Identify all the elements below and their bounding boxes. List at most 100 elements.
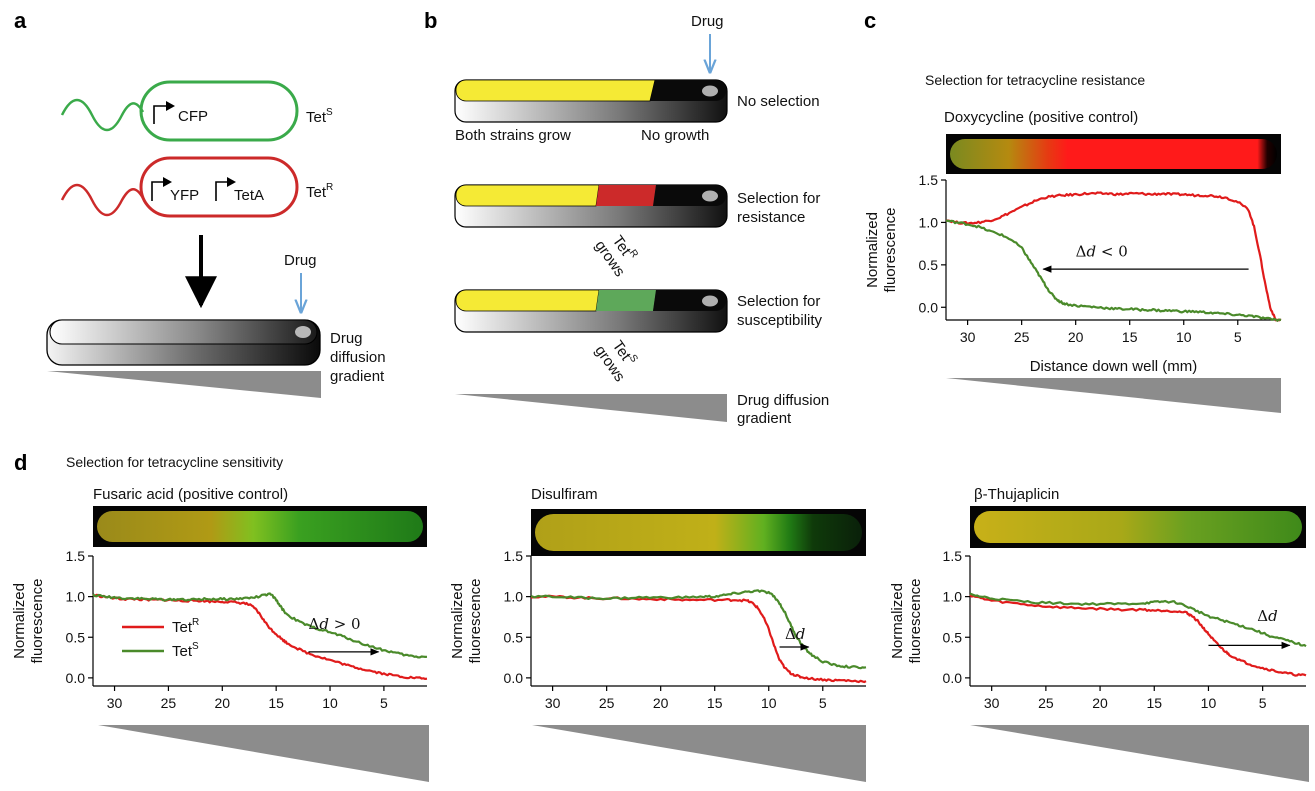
panel-label-b: b xyxy=(424,8,437,33)
series-line-tet-s xyxy=(92,592,428,659)
panel-a: a CFP TetS YFP TetA TetR Drug xyxy=(14,8,386,398)
series-line-tet-r xyxy=(92,593,428,680)
legend-tets-sup: S xyxy=(192,641,199,652)
drug-spot-b2-icon xyxy=(702,190,718,202)
x-tick-label: 30 xyxy=(984,695,1000,711)
x-tick-label: 25 xyxy=(161,695,177,711)
tube-yellow-zone-3 xyxy=(455,289,600,312)
y-axis-title-line1: Normalized xyxy=(449,583,466,659)
tetr-label: TetR xyxy=(306,182,333,201)
tube-selection-susceptibility xyxy=(454,289,728,333)
tets-chromosome-wave xyxy=(60,98,145,132)
teta-promoter-icon xyxy=(215,181,231,201)
x-tick-label: 5 xyxy=(380,695,388,711)
tube-red-zone-2 xyxy=(596,185,656,206)
y-axis-title-line1: Normalized xyxy=(889,583,906,659)
drug-spot-b3-icon xyxy=(702,295,718,307)
drug-label-b: Drug xyxy=(691,13,724,30)
teta-promoter-arrowhead-icon xyxy=(227,177,236,187)
x-tick-label: 25 xyxy=(599,695,615,711)
y-tick-label: 1.5 xyxy=(943,548,963,564)
legend-tets-text: Tet xyxy=(172,643,193,660)
delta-symbol: Δ xyxy=(1076,242,1087,260)
gradient-label-a-3: gradient xyxy=(330,368,385,385)
panel-d: d Selection for tetracycline sensitivity… xyxy=(11,450,1309,782)
delta-d-variable: d xyxy=(1087,242,1097,260)
no-growth-label: No growth xyxy=(641,127,709,144)
chart-d3: β-Thujaplicin0.00.51.01.530252015105Dist… xyxy=(889,486,1309,782)
x-tick-label: 15 xyxy=(268,695,284,711)
y-axis-title: Normalizedfluorescence xyxy=(11,578,46,663)
yfp-label: YFP xyxy=(170,187,199,204)
gradient-label-b-2: gradient xyxy=(737,410,792,427)
gradient-label-a-1: Drug xyxy=(330,330,363,347)
delta-d-comparison: < 0 xyxy=(1096,242,1128,260)
delta-symbol: Δ xyxy=(1257,607,1268,625)
chart-title: Disulfiram xyxy=(531,486,598,503)
gradient-wedge xyxy=(532,725,866,782)
delta-d-comparison: > 0 xyxy=(329,615,361,633)
series-line-tet-r xyxy=(969,594,1307,677)
gradient-label-a-2: diffusion xyxy=(330,349,386,366)
tets-label-text: Tet xyxy=(306,109,327,126)
x-tick-label: 15 xyxy=(707,695,723,711)
yfp-promoter-icon xyxy=(151,181,167,201)
well-top-a xyxy=(49,319,318,345)
x-tick-label: 5 xyxy=(819,695,827,711)
y-axis-title: Normalizedfluorescence xyxy=(449,578,484,663)
tube-yellow-zone-2 xyxy=(455,184,600,207)
x-tick-label: 5 xyxy=(1234,329,1242,345)
y-tick-label: 0.5 xyxy=(504,629,524,645)
row3-label-1: Selection for xyxy=(737,293,820,310)
y-axis-title-line2: fluorescence xyxy=(882,207,899,292)
gradient-label-b-1: Drug diffusion xyxy=(737,392,829,409)
delta-d-variable: d xyxy=(319,615,329,633)
series-line-tet-s xyxy=(530,589,867,670)
fluorescence-image-strip xyxy=(950,139,1277,169)
tube-yellow-zone-1 xyxy=(455,79,656,102)
legend-tetr-sup: R xyxy=(192,617,199,628)
x-tick-label: 20 xyxy=(215,695,231,711)
tetr-plasmid-ring xyxy=(139,156,299,218)
delta-d-label: Δd > 0 xyxy=(308,615,360,633)
row2-label-1: Selection for xyxy=(737,190,820,207)
fluorescence-image-strip xyxy=(97,511,423,542)
series-line-tet-s xyxy=(969,592,1307,648)
cfp-promoter-icon xyxy=(153,105,170,124)
y-tick-label: 0.5 xyxy=(943,629,963,645)
x-tick-label: 30 xyxy=(545,695,561,711)
y-tick-label: 0.5 xyxy=(919,257,939,273)
panel-b: b Drug No selection Both strains grow No… xyxy=(424,8,829,427)
row3-label-2: susceptibility xyxy=(737,312,823,329)
chart-title: β-Thujaplicin xyxy=(974,486,1059,503)
tets-label: TetS xyxy=(306,107,333,126)
tube-selection-resistance xyxy=(454,184,728,228)
y-axis-title: Normalizedfluorescence xyxy=(864,207,899,292)
legend-tets: TetS xyxy=(172,641,199,660)
teta-label: TetA xyxy=(234,187,264,204)
row1-label: No selection xyxy=(737,93,820,110)
delta-d-variable: d xyxy=(796,625,806,643)
chart-c: 0.0 0.5 1.0 1.5 30 25 20 15 10 5 Distance down wel… xyxy=(864,134,1282,413)
panel-c: c Selection for tetracycline resistance … xyxy=(864,8,1282,413)
panel-c-title: Doxycycline (positive control) xyxy=(944,109,1138,126)
gradient-wedge xyxy=(970,725,1309,782)
y-tick-label: 1.0 xyxy=(504,589,524,605)
both-grow-label: Both strains grow xyxy=(455,127,571,144)
y-tick-label: 0.0 xyxy=(504,670,524,686)
delta-d-label: Δd < 0 xyxy=(1076,242,1128,260)
drug-spot-b1-icon xyxy=(702,85,718,97)
cfp-promoter-arrowhead-icon xyxy=(166,101,175,111)
fluorescence-image-strip xyxy=(974,511,1302,543)
x-tick-label: 30 xyxy=(107,695,123,711)
gradient-wedge-a xyxy=(47,371,321,398)
x-tick-label: 10 xyxy=(1176,329,1192,345)
y-tick-label: 0.0 xyxy=(66,670,86,686)
delta-symbol: Δ xyxy=(308,615,319,633)
delta-d-variable: d xyxy=(1268,607,1278,625)
x-tick-label: 30 xyxy=(960,329,976,345)
series-line-tet-r xyxy=(530,594,867,684)
x-tick-label: 10 xyxy=(1201,695,1217,711)
tetr-label-text: Tet xyxy=(306,184,327,201)
